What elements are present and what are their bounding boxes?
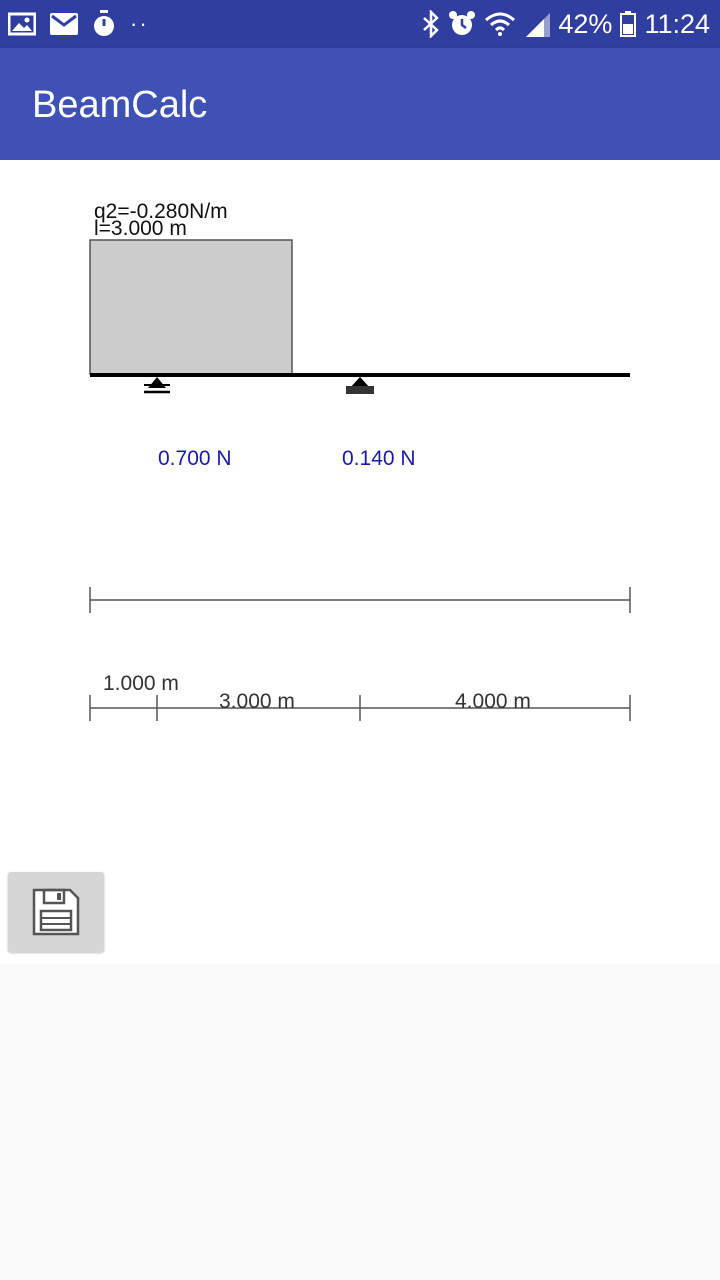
dimension-label-3: 4.000 m — [455, 690, 531, 713]
alarm-icon — [449, 11, 476, 35]
reaction-value-1: 0.700 N — [158, 447, 232, 470]
status-bar: ·· 42% 11:24 — [0, 0, 720, 48]
gallery-icon — [8, 12, 36, 36]
app-title: BeamCalc — [32, 84, 208, 126]
status-time: 11:24 — [644, 8, 710, 39]
floppy-disk-icon — [32, 888, 80, 936]
bluetooth-icon — [423, 10, 440, 38]
battery-icon — [620, 11, 637, 37]
stopwatch-icon — [94, 10, 114, 36]
load-length-label: l=3.000 m — [94, 217, 187, 240]
load-value-label: q2=-0.280N/m — [94, 200, 228, 223]
signal-icon — [526, 13, 551, 37]
total-dimension-line — [89, 587, 631, 613]
status-icons-left: ·· — [8, 8, 149, 40]
save-button[interactable] — [8, 872, 104, 952]
status-icons-right: 42% 11:24 — [422, 6, 710, 42]
beam-canvas: q2=-0.280N/m l=3.000 m 0.700 N 0.140 N — [0, 160, 720, 964]
distributed-load-block[interactable] — [89, 239, 293, 375]
reaction-value-2: 0.140 N — [342, 447, 416, 470]
status-dots: ·· — [130, 11, 149, 36]
segment-dimension-line — [89, 695, 631, 721]
empty-area — [0, 964, 720, 1280]
support-pin-icon[interactable] — [346, 377, 374, 394]
battery-percent: 42% — [558, 8, 613, 39]
dimension-label-2: 3.000 m — [219, 690, 295, 713]
support-roller-icon[interactable] — [144, 377, 170, 394]
app-bar: BeamCalc — [0, 48, 720, 160]
beam-diagram: q2=-0.280N/m l=3.000 m 0.700 N 0.140 N — [89, 200, 631, 721]
dimension-label-1: 1.000 m — [103, 672, 179, 695]
email-icon — [50, 13, 78, 35]
wifi-icon — [485, 12, 516, 36]
